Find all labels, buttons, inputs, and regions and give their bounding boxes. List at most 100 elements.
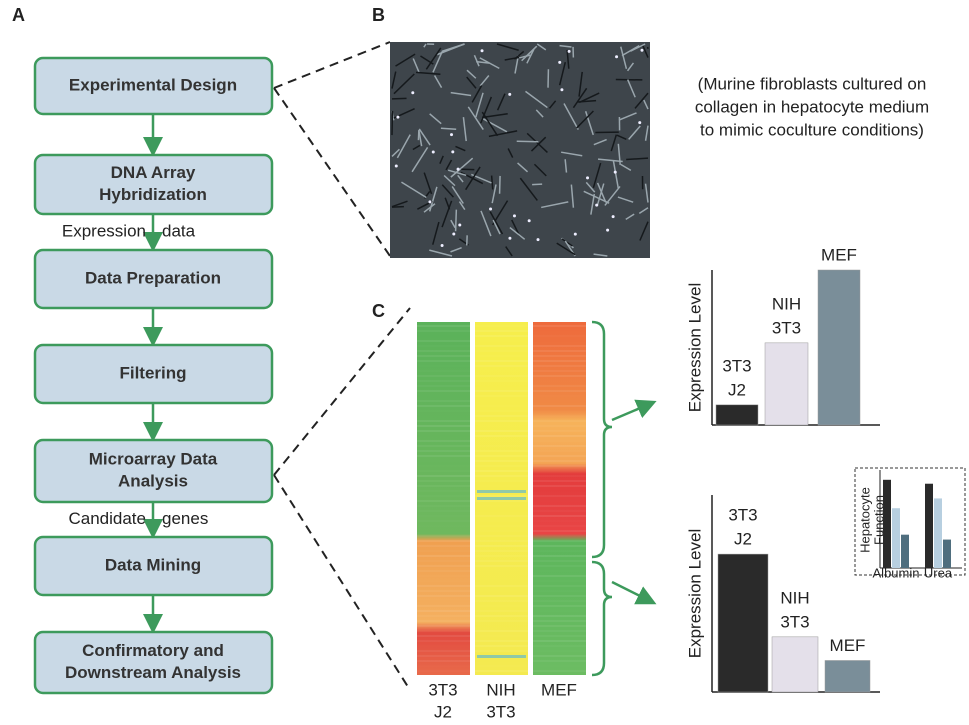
cell [508,237,511,240]
arrow [612,403,652,420]
edge-label: data [162,221,196,240]
bar-label: 3T3 [728,506,757,525]
edge-label: genes [162,509,208,528]
cell [395,164,398,167]
bar [772,637,818,692]
caption: to mimic coculture conditions) [700,120,924,139]
bar [818,270,860,425]
stripe [477,490,526,493]
cell [392,207,404,208]
cell [508,93,511,96]
cell [638,121,641,124]
flow-step: Confirmatory and [82,641,224,660]
bar-label: MEF [830,636,866,655]
column-label: 3T3 [428,680,457,699]
bar [943,540,951,568]
flow-step: Data Preparation [85,268,221,287]
cell [615,55,618,58]
edge-label: Candidate [68,509,146,528]
caption: (Murine fibroblasts cultured on [698,74,927,93]
axis-title: Expression Level [685,283,704,412]
cell [481,49,484,52]
inset-category: Albumin [873,565,920,580]
bar [718,554,768,692]
inset-category: Urea [924,565,953,580]
panel-label: B [372,5,385,25]
cell [396,116,399,119]
cell [560,88,563,91]
zoom-line [274,88,390,256]
bar-label: MEF [821,245,857,264]
bar-label: NIH [780,588,809,607]
column-label: J2 [434,702,452,721]
cell [586,176,589,179]
bar-label: NIH [772,294,801,313]
bar-label: 3T3 [780,612,809,631]
zoom-line [274,475,410,690]
cell [532,184,542,185]
cell [606,229,609,232]
bar [825,660,870,692]
micrograph [390,42,650,258]
edge-label: Expression [62,221,146,240]
inset-axis-title: Hepatocyte [857,487,872,553]
bar [883,480,891,568]
column-label: NIH [486,680,515,699]
cell [441,128,456,129]
bar-label: 3T3 [772,318,801,337]
flow-step: Microarray Data [89,449,218,468]
bar [765,343,808,425]
bar [934,498,942,568]
bar [925,484,933,568]
cell [458,223,461,226]
cell [432,151,435,154]
bar-label: J2 [734,530,752,549]
flow-step: Hybridization [99,185,207,204]
panel-label: A [12,5,25,25]
cell [574,233,577,236]
cell [411,91,414,94]
flow-step: Downstream Analysis [65,663,241,682]
cell [528,219,531,222]
stripe [477,655,526,658]
flow-step: Experimental Design [69,75,237,94]
brace [592,322,612,557]
cell [428,200,431,203]
bar-label: J2 [728,380,746,399]
bar [892,508,900,568]
cell [441,244,444,247]
cell [450,133,453,136]
panel-label: C [372,301,385,321]
flow-step: Filtering [119,363,186,382]
stripe [477,497,526,500]
cell [537,238,540,241]
column-label: MEF [541,680,577,699]
figure: A B C Experimental Design DNA Array Hybrid… [0,0,969,725]
cell [451,150,454,153]
cell [513,214,516,217]
cell [456,210,457,232]
flow-step: Data Mining [105,555,201,574]
bar [716,405,758,425]
axis-title: Expression Level [685,529,704,658]
heatmap-column [533,322,586,675]
bar [901,535,909,568]
cell [517,141,539,142]
bar-label: 3T3 [722,356,751,375]
cell [457,168,460,171]
flow-step: Analysis [118,471,188,490]
brace [592,562,612,675]
zoom-line [274,308,410,475]
heatmap-column [417,322,470,675]
cell [558,61,561,64]
flow-step: DNA Array [111,163,196,182]
column-label: 3T3 [486,702,515,721]
caption: collagen in hepatocyte medium [695,97,929,116]
cell [640,49,643,52]
zoom-line [274,42,390,88]
cell [595,204,598,207]
cell [568,50,571,53]
cell [452,233,455,236]
cell [614,171,617,174]
cell [612,215,615,218]
